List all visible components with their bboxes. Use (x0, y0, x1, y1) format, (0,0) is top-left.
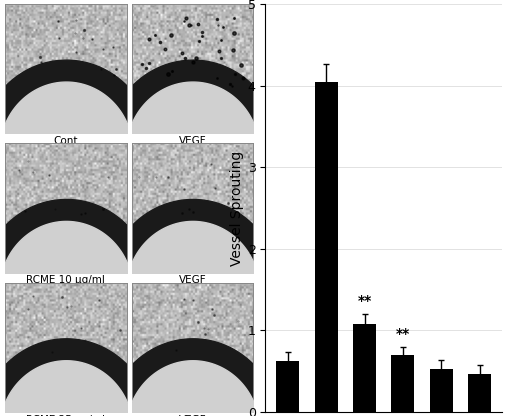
Text: **: ** (396, 327, 410, 341)
X-axis label: RCME 10 μg/ml: RCME 10 μg/ml (26, 275, 105, 285)
Bar (391, 355, 414, 412)
X-axis label: RCME 25 μg/ml: RCME 25 μg/ml (26, 415, 105, 416)
Bar (430, 369, 453, 412)
X-axis label: VEGF
+ RCME 25 μg/ml: VEGF + RCME 25 μg/ml (147, 415, 238, 416)
Bar (276, 361, 299, 412)
Y-axis label: Vessel Sprouting: Vessel Sprouting (230, 150, 243, 266)
X-axis label: Cont: Cont (54, 136, 78, 146)
X-axis label: VEGF: VEGF (178, 136, 206, 146)
X-axis label: VEGF
+ RCME 10 μg/ml: VEGF + RCME 10 μg/ml (147, 275, 238, 297)
Text: **: ** (357, 294, 372, 308)
Bar (468, 374, 491, 412)
Bar (315, 82, 338, 412)
Bar (353, 324, 376, 412)
